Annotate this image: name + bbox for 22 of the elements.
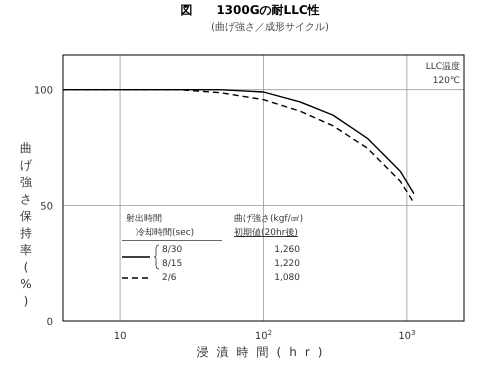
x-tick-label: 10 — [114, 331, 126, 342]
annotation: 曲げ強さ(kgf/㎠) — [234, 212, 304, 226]
annotation: 8/30 — [162, 244, 184, 257]
x-axis-title: 浸漬時間(hr) — [196, 344, 332, 361]
annotation: LLC温度 — [424, 60, 460, 74]
y-tick-label: 50 — [40, 201, 53, 212]
y-tick-label: 100 — [34, 86, 53, 97]
y-tick-label: 0 — [46, 317, 53, 328]
x-tick-label: 10$^{2}$ — [254, 329, 272, 342]
annotation: 8/15 — [162, 258, 184, 271]
annotation: 冷却時間(sec) — [135, 226, 196, 240]
chart-subtitle: (曲げ強さ／成形サイクル) — [210, 20, 330, 34]
annotation: 1,260 — [273, 244, 300, 257]
legend-label: 2/6 — [162, 272, 178, 285]
x-tick-label: 10$^{3}$ — [398, 329, 416, 342]
annotation: 1,220 — [273, 258, 300, 271]
annotation: 初期値(20hr後) — [234, 226, 299, 240]
text: 曲げ強さ保持率(%) — [20, 141, 32, 308]
chart-title: 図 1300Gの耐LLC性 — [179, 2, 321, 19]
annotation: 1,080 — [273, 272, 300, 285]
annotation: 射出時間 — [125, 212, 163, 226]
annotation: 120℃ — [432, 75, 460, 88]
